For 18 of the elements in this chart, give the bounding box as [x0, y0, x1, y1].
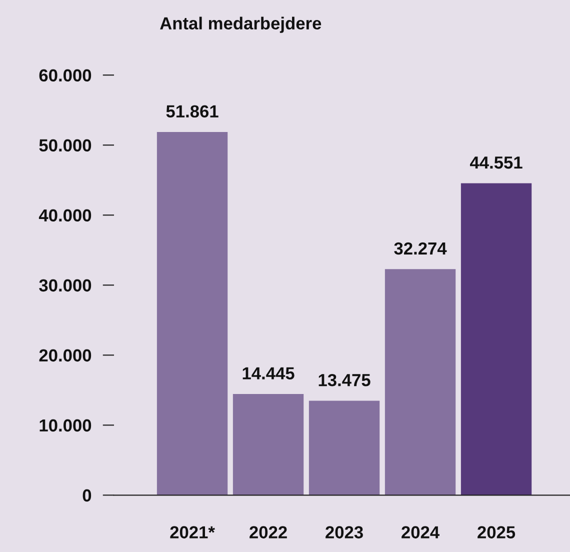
y-tick-label: 30.000 [39, 279, 92, 292]
y-tick-label: 40.000 [38, 209, 92, 222]
y-tick-label: 10.000 [40, 419, 92, 432]
y-tick-label: 20.000 [39, 349, 92, 362]
data-label: 51.861 [166, 105, 218, 118]
x-tick-label: 2022 [250, 526, 287, 538]
x-tick-label: 2025 [478, 526, 516, 538]
data-label: 13.475 [318, 374, 370, 386]
data-label: 32.274 [394, 242, 447, 255]
y-tick-label: 60.000 [39, 69, 92, 82]
data-label: 14.445 [242, 367, 294, 380]
x-tick-label: 2024 [402, 526, 440, 538]
chart-title: Antal medarbejdere [160, 16, 322, 33]
x-tick-label: 2023 [326, 526, 363, 538]
data-label: 44.551 [470, 156, 522, 169]
y-tick-label: 50.000 [39, 139, 92, 152]
x-tick-label: 2021* [170, 526, 215, 538]
y-tick-label: 0 [82, 489, 92, 502]
